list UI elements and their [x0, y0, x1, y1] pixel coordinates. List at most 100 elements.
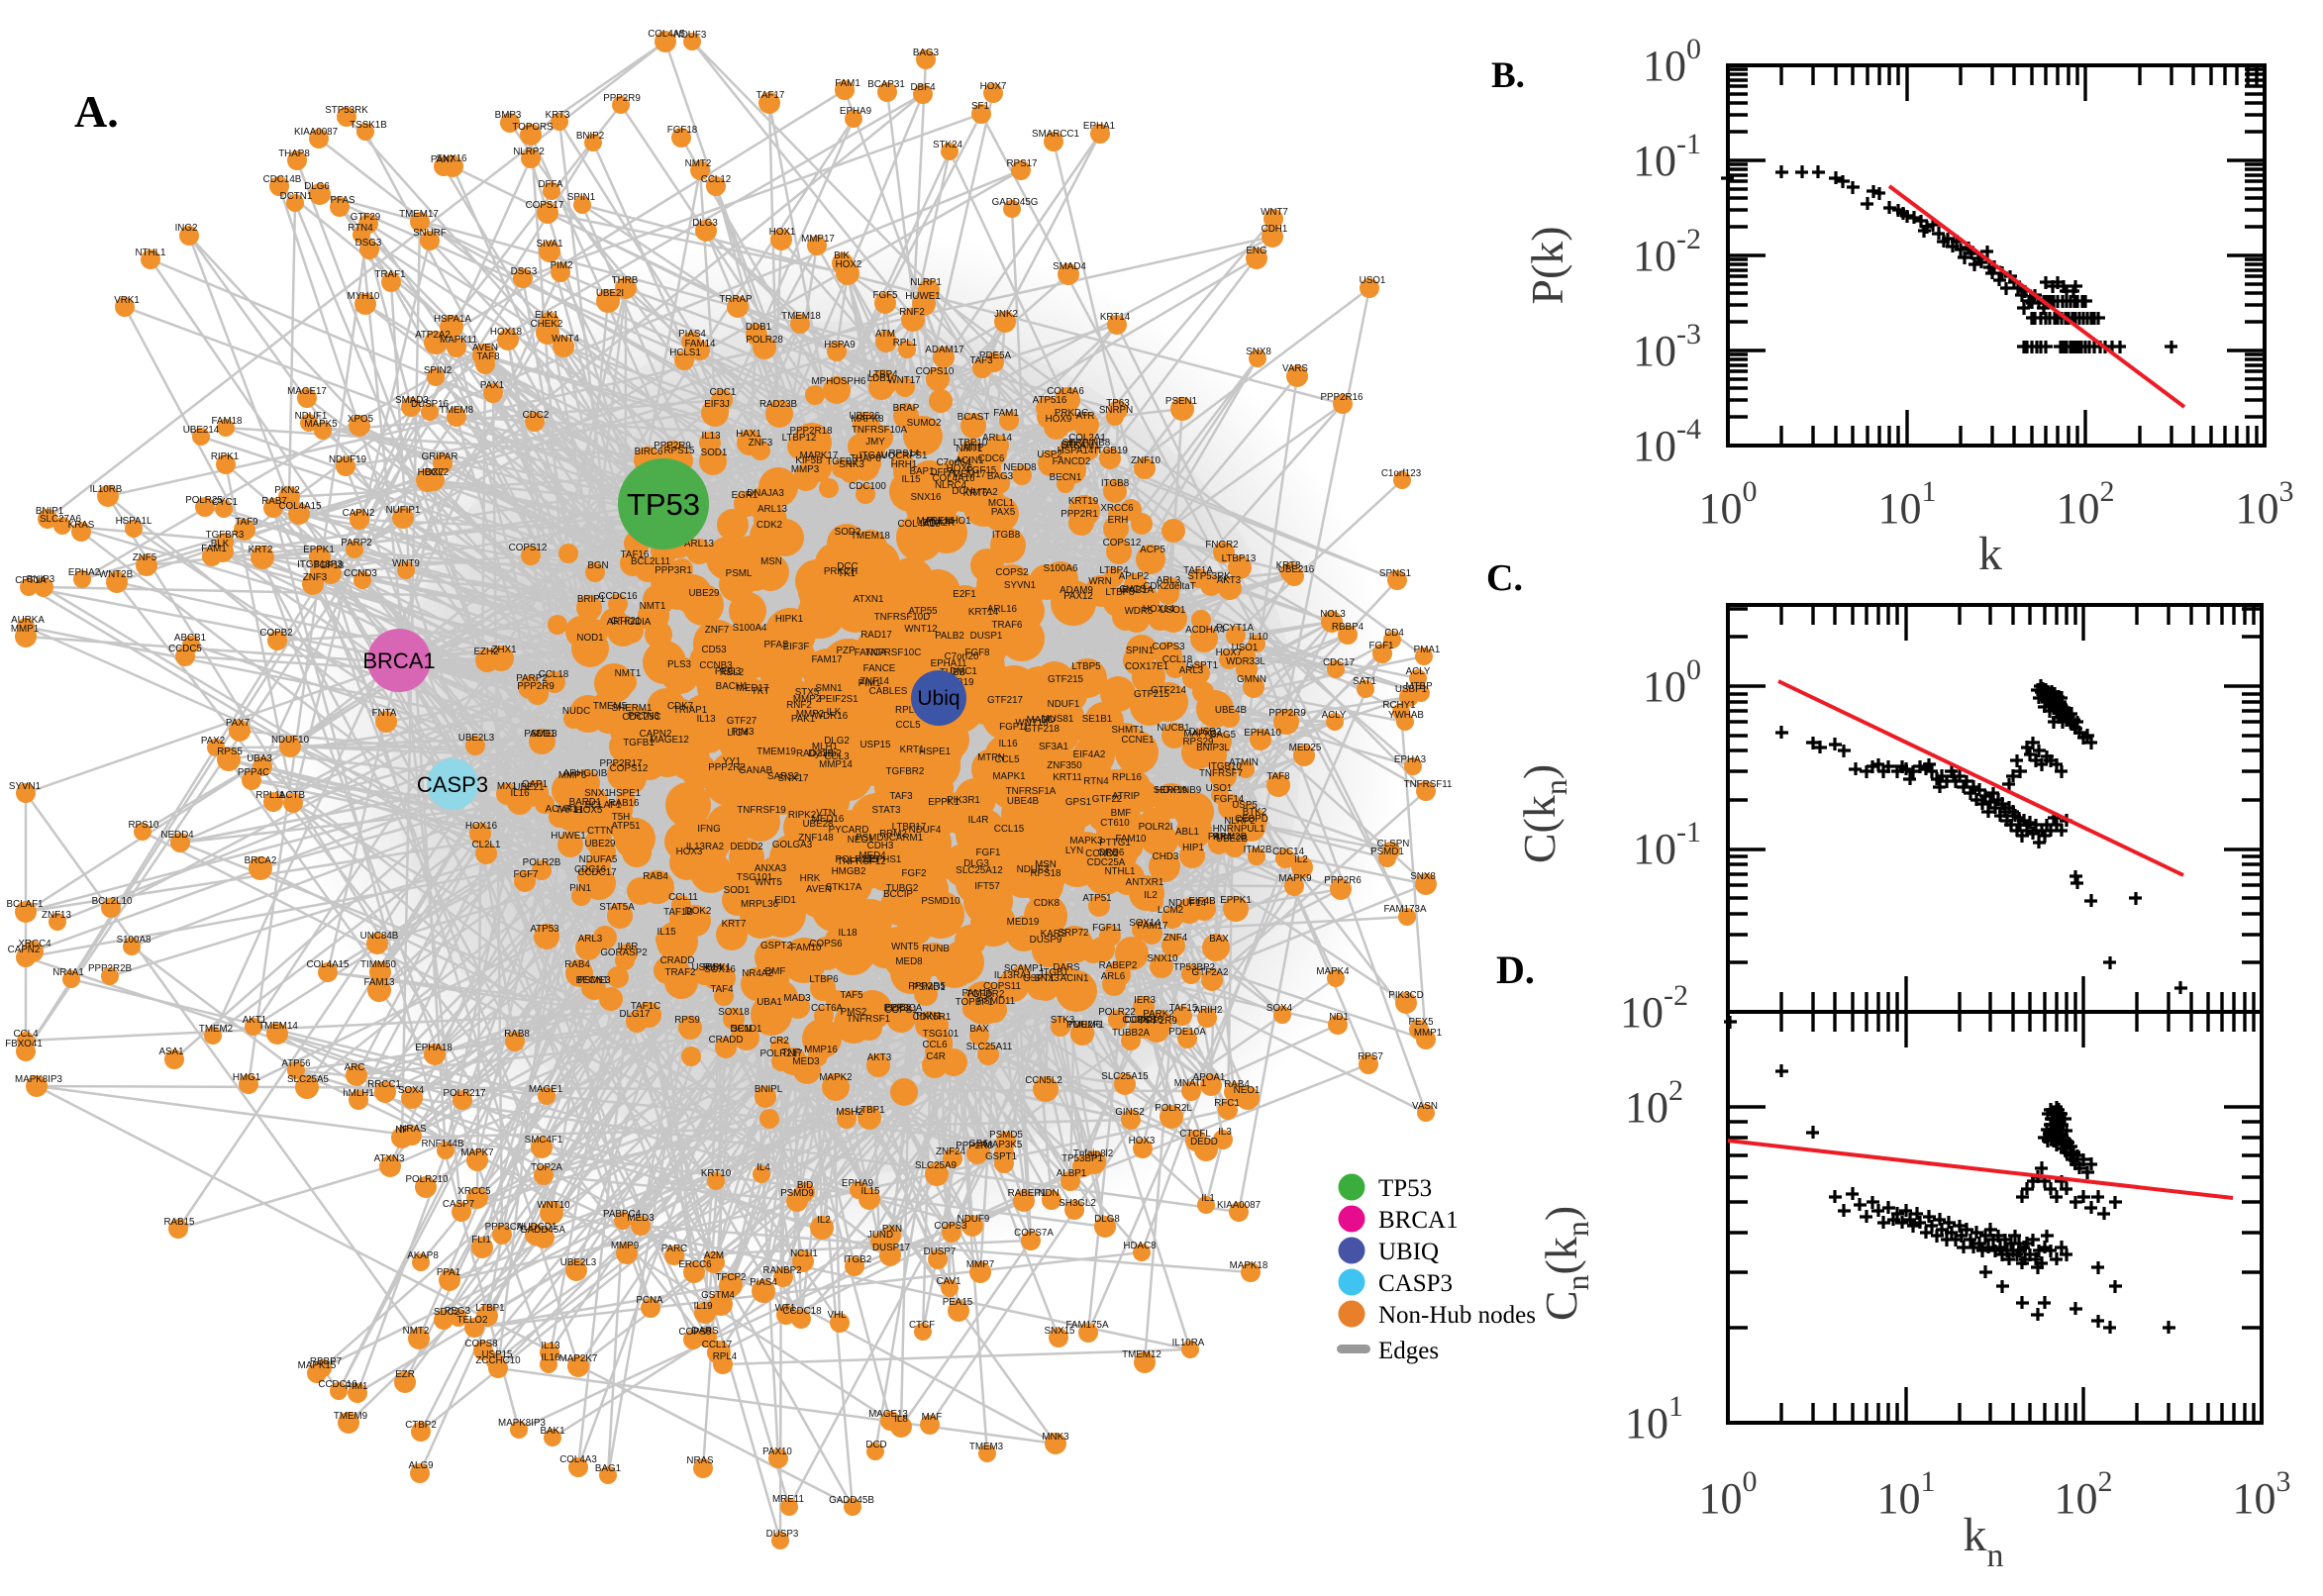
svg-text:EIF3J: EIF3J	[704, 399, 730, 410]
svg-text:VHL: VHL	[827, 1310, 847, 1321]
svg-text:COPS2: COPS2	[995, 567, 1028, 578]
svg-text:IL15: IL15	[860, 1186, 880, 1197]
svg-text:NDUF3: NDUF3	[1017, 864, 1050, 875]
svg-text:ABCB1: ABCB1	[174, 633, 206, 644]
svg-text:RIPK2: RIPK2	[788, 810, 816, 821]
svg-text:ITGB1: ITGB1	[1041, 967, 1068, 978]
svg-text:TIMM50: TIMM50	[360, 959, 396, 970]
svg-text:SUMO2: SUMO2	[907, 418, 942, 429]
svg-text:SOD1: SOD1	[724, 885, 751, 896]
svg-text:UNC84B: UNC84B	[360, 931, 399, 942]
svg-text:TRAF6: TRAF6	[991, 620, 1023, 631]
svg-text:COPS12: COPS12	[610, 763, 649, 774]
svg-text:GTF217: GTF217	[987, 695, 1023, 706]
svg-text:RRCC1: RRCC1	[367, 1079, 401, 1090]
svg-text:UBE29: UBE29	[584, 839, 615, 849]
svg-text:FANCD2: FANCD2	[1053, 456, 1091, 467]
svg-text:LCM2: LCM2	[1158, 905, 1183, 916]
svg-text:TMEM18: TMEM18	[781, 311, 821, 322]
svg-text:POLR217: POLR217	[443, 1088, 485, 1099]
svg-text:KIAA0087: KIAA0087	[1217, 1200, 1261, 1211]
svg-text:FAM1: FAM1	[835, 78, 860, 89]
svg-text:ZNF3: ZNF3	[749, 438, 773, 449]
svg-text:TGFB1: TGFB1	[623, 738, 655, 748]
svg-text:SPIN1: SPIN1	[567, 192, 595, 203]
svg-text:HAX1: HAX1	[736, 429, 761, 440]
svg-text:ITGB8: ITGB8	[992, 530, 1021, 541]
svg-text:SYVN1: SYVN1	[1004, 580, 1036, 591]
svg-text:MAPK4: MAPK4	[1316, 966, 1350, 977]
svg-text:C4R: C4R	[926, 1051, 946, 1062]
svg-text:FAM1: FAM1	[993, 408, 1019, 419]
svg-text:SNX8: SNX8	[1410, 871, 1436, 882]
svg-text:POLR2B: POLR2B	[523, 857, 561, 868]
svg-text:RPS10: RPS10	[128, 820, 159, 831]
svg-text:GMNN: GMNN	[1237, 674, 1266, 685]
svg-text:SE1B1: SE1B1	[1082, 714, 1113, 725]
svg-text:NDN: NDN	[1038, 1188, 1059, 1199]
svg-text:COPS1: COPS1	[884, 1005, 917, 1016]
svg-text:IL19: IL19	[693, 1301, 712, 1312]
svg-text:DNAJA3: DNAJA3	[747, 488, 784, 499]
svg-text:BECN1: BECN1	[1050, 472, 1082, 483]
svg-text:STK17A: STK17A	[826, 882, 862, 893]
svg-text:MAGE12: MAGE12	[650, 735, 689, 746]
svg-text:IL13RA1: IL13RA1	[994, 970, 1032, 981]
svg-text:EPHA9: EPHA9	[842, 1178, 873, 1189]
svg-text:C7orf20: C7orf20	[945, 651, 979, 662]
svg-text:CLSPN: CLSPN	[1377, 839, 1410, 849]
svg-text:RCHY1: RCHY1	[1382, 700, 1415, 711]
svg-text:ARL16: ARL16	[987, 604, 1018, 615]
svg-text:WNT17: WNT17	[887, 375, 920, 386]
svg-text:SH3GL2: SH3GL2	[1059, 1198, 1096, 1209]
svg-text:PAX1: PAX1	[480, 380, 504, 391]
svg-text:ITGAV: ITGAV	[859, 450, 888, 461]
svg-text:FNTA: FNTA	[372, 708, 397, 719]
svg-text:DDB1: DDB1	[746, 322, 771, 333]
svg-text:STAT3: STAT3	[871, 805, 901, 816]
svg-text:LYN: LYN	[1065, 846, 1083, 856]
svg-text:KRT7: KRT7	[722, 919, 747, 930]
svg-text:NOD1: NOD1	[576, 633, 603, 644]
svg-text:PIK3R1: PIK3R1	[947, 795, 980, 806]
svg-text:SOX14: SOX14	[1129, 918, 1161, 929]
svg-text:102: 102	[2055, 1465, 2113, 1523]
svg-text:FAM10: FAM10	[790, 943, 822, 953]
svg-text:BMF: BMF	[765, 966, 786, 977]
svg-text:WNT5: WNT5	[891, 942, 919, 952]
svg-text:IL8: IL8	[894, 1414, 908, 1425]
svg-text:PLS3: PLS3	[667, 659, 692, 670]
svg-text:GTF27: GTF27	[727, 716, 758, 727]
svg-text:ABL1: ABL1	[1175, 827, 1199, 838]
svg-text:NEO1: NEO1	[1234, 1085, 1261, 1096]
svg-text:WNT10: WNT10	[537, 1200, 570, 1211]
svg-text:IFNG: IFNG	[697, 824, 720, 835]
svg-text:HOX7: HOX7	[980, 81, 1007, 92]
svg-text:ARHGDIA: ARHGDIA	[607, 617, 652, 628]
svg-text:101: 101	[1877, 1465, 1936, 1523]
svg-text:COX17E1: COX17E1	[1125, 661, 1168, 672]
svg-text:POLR2L: POLR2L	[1155, 1103, 1192, 1114]
svg-text:EZR: EZR	[395, 1369, 415, 1380]
svg-text:MED3: MED3	[627, 1213, 655, 1224]
svg-text:NUDCD1: NUDCD1	[517, 1222, 557, 1233]
svg-text:BAG3: BAG3	[987, 471, 1014, 482]
svg-text:ACLY: ACLY	[1322, 710, 1347, 721]
svg-text:BCLAF1: BCLAF1	[6, 899, 43, 910]
svg-text:MLH1: MLH1	[812, 742, 838, 752]
svg-text:TELO2: TELO2	[456, 1315, 487, 1326]
svg-text:PPP3R1: PPP3R1	[655, 565, 692, 576]
svg-text:IL2: IL2	[1144, 890, 1158, 901]
svg-text:POLR210: POLR210	[405, 1174, 449, 1185]
svg-text:STAT5A: STAT5A	[599, 902, 635, 913]
svg-text:BCCIP: BCCIP	[883, 889, 913, 900]
svg-text:SOX18: SOX18	[718, 1007, 750, 1018]
svg-text:USP15: USP15	[481, 1349, 513, 1360]
svg-text:TNF: TNF	[781, 1047, 800, 1058]
svg-text:UBE4B: UBE4B	[1215, 705, 1248, 716]
svg-text:PAX2: PAX2	[201, 736, 225, 747]
svg-text:COL4A15: COL4A15	[278, 501, 322, 512]
svg-text:PRKDC: PRKDC	[1055, 408, 1088, 419]
svg-text:CCL4: CCL4	[13, 1029, 39, 1040]
svg-text:FAM17: FAM17	[811, 654, 842, 665]
